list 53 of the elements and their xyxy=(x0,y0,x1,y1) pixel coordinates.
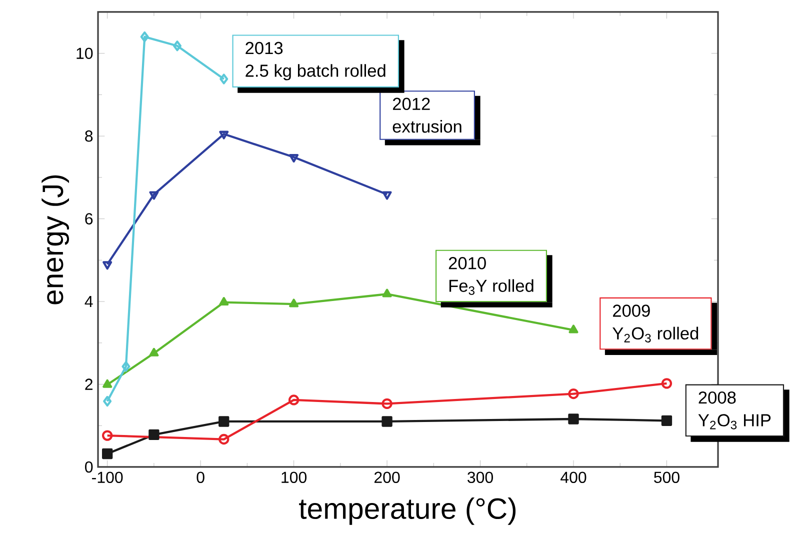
point xyxy=(289,154,299,163)
annotation: Y$_{2}$O$_{3}$ rolled xyxy=(612,326,698,342)
x-tick-label: 100 xyxy=(282,472,307,484)
point xyxy=(149,348,159,356)
point xyxy=(382,288,392,298)
annotation: extrusion xyxy=(392,120,462,133)
point xyxy=(103,396,112,407)
point xyxy=(102,379,112,388)
point xyxy=(568,414,579,424)
point xyxy=(102,430,113,441)
point xyxy=(172,40,182,52)
point xyxy=(289,298,299,308)
point xyxy=(661,415,672,426)
point xyxy=(661,378,672,389)
x-axis-title: temperature (°C) xyxy=(299,498,516,525)
y-tick-label: 6 xyxy=(85,213,93,224)
point xyxy=(219,130,229,140)
x-tick-label: 300 xyxy=(468,472,493,484)
x-tick-label: -100 xyxy=(92,472,123,484)
annotation: 2.5 kg batch rolled xyxy=(246,64,386,80)
x-tick-label: 200 xyxy=(374,472,400,484)
x-tick-label: 400 xyxy=(560,472,586,484)
point xyxy=(102,448,113,460)
point xyxy=(220,74,228,84)
point xyxy=(219,297,229,306)
y-tick-label: 2 xyxy=(85,378,92,390)
point xyxy=(568,388,579,400)
point xyxy=(148,429,160,440)
text: 2009 xyxy=(613,304,650,317)
x-tick-label: 0 xyxy=(196,472,204,484)
y-tick-label: 10 xyxy=(76,48,93,60)
y-tick-label: 4 xyxy=(84,296,93,308)
text: 2010 xyxy=(448,257,486,270)
y-axis-title: energy (J) xyxy=(42,175,70,304)
annotation: Fe$_{3}$Y rolled xyxy=(449,279,534,295)
x-tick-label: 500 xyxy=(654,472,680,484)
point xyxy=(102,261,112,270)
point xyxy=(218,416,230,427)
point xyxy=(149,191,159,200)
point xyxy=(568,324,578,334)
point xyxy=(218,434,230,445)
point xyxy=(140,31,149,42)
series-label: 2008 xyxy=(698,391,736,404)
annotation: Y$_{2}$O$_{3}$ HIP xyxy=(698,414,771,430)
series-label: 2013 xyxy=(246,42,283,54)
y-tick-label: 8 xyxy=(85,130,93,142)
y-tick-label: 0 xyxy=(85,461,93,473)
point xyxy=(382,416,392,427)
point xyxy=(382,398,392,410)
point xyxy=(288,394,300,406)
point xyxy=(382,191,392,200)
point xyxy=(122,361,130,372)
text: 2012 xyxy=(392,98,430,110)
